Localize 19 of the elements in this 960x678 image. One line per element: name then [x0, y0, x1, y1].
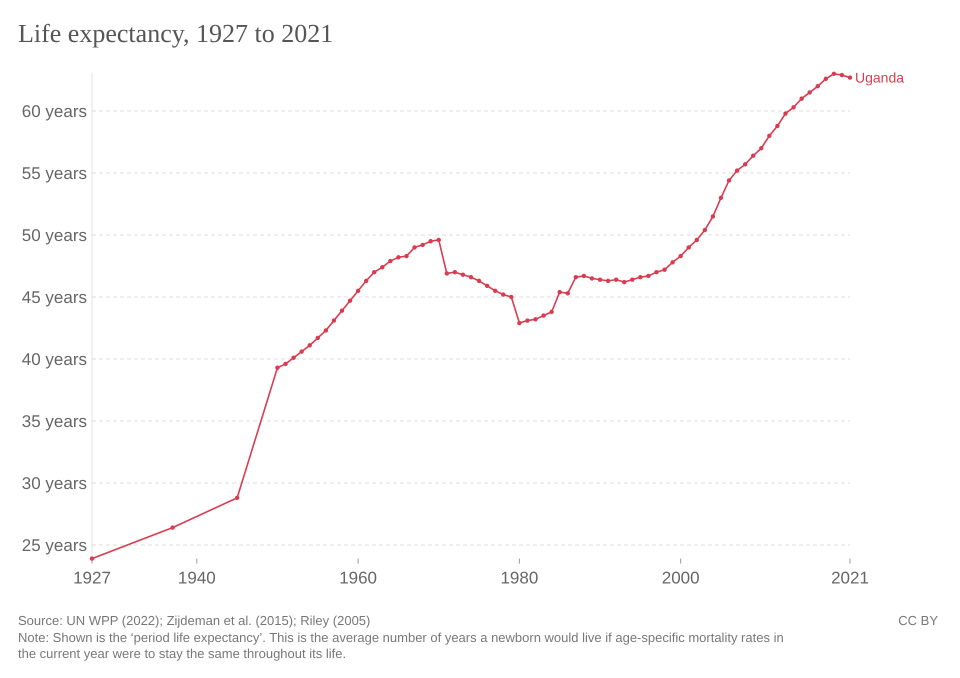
- y-tick-label: 35 years: [22, 412, 87, 431]
- y-tick-label: 25 years: [22, 536, 87, 555]
- source-note: Source: UN WPP (2022); Zijdeman et al. (2015); Riley (2005): [18, 613, 370, 628]
- text: CC BY: [898, 613, 938, 628]
- y-tick-label: 50 years: [22, 226, 87, 246]
- series-label: Uganda: [855, 70, 904, 86]
- x-tick-label: 1980: [500, 568, 538, 588]
- x-tick-label: 2000: [662, 568, 700, 588]
- x-tick-label: 1927: [73, 568, 111, 588]
- y-tick-label: 60 years: [22, 102, 87, 122]
- x-tick-label: 2021: [831, 568, 869, 588]
- x-tick-label: 1960: [339, 568, 378, 588]
- chart-title: Life expectancy, 1927 to 2021: [18, 19, 334, 48]
- x-tick-label: 1940: [178, 568, 216, 588]
- y-tick-label: 55 years: [22, 164, 87, 184]
- text: Note: Shown is the ‘period life expectancy’. This is the average number of years a newborn would live if age-specific mortality rates in the current year were to stay the same throughout its life.: [18, 630, 784, 661]
- y-tick-label: 40 years: [22, 350, 87, 369]
- y-tick-label: 30 years: [22, 474, 87, 493]
- y-tick-label: 45 years: [22, 288, 87, 308]
